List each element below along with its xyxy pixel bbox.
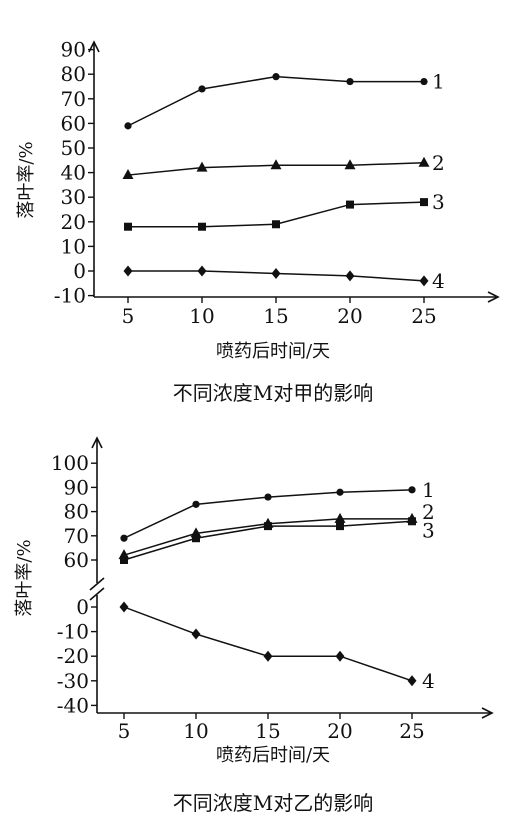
- data-point-series-3: [120, 556, 128, 564]
- x-axis-arrow: [487, 291, 500, 303]
- y-tick-label: 50: [61, 136, 86, 160]
- y-axis-title: 落叶率/%: [14, 539, 35, 616]
- data-point-series-2: [270, 159, 282, 170]
- data-point-series-2: [122, 169, 134, 180]
- y-axis-title: 落叶率/%: [16, 141, 37, 218]
- data-point-series-4: [407, 675, 417, 687]
- y-tick-label: -30: [57, 669, 89, 693]
- y-tick-label: 90: [64, 475, 89, 499]
- chart-caption: 不同浓度M对甲的影响: [173, 381, 373, 405]
- x-tick-label: 20: [337, 304, 362, 328]
- data-point-series-1: [192, 500, 200, 508]
- series-label-4: 4: [432, 269, 445, 293]
- series-line-1: [127, 75, 424, 127]
- y-tick-label: 60: [61, 111, 86, 135]
- y-tick-label: 20: [61, 210, 86, 234]
- data-point-series-3: [264, 522, 272, 531]
- y-tick-label: 90: [61, 38, 86, 62]
- data-point-series-2: [334, 512, 346, 523]
- y-axis-arrow: [88, 40, 100, 53]
- data-point-series-2: [344, 159, 356, 170]
- axis-break-mark: [89, 577, 105, 591]
- series-label-1: 1: [422, 478, 435, 502]
- y-tick-label: 100: [51, 451, 89, 475]
- y-tick-label: -20: [57, 644, 89, 668]
- data-point-series-4: [271, 267, 281, 279]
- data-point-series-3: [198, 222, 206, 231]
- axis-break-mark: [89, 587, 105, 601]
- x-tick-label: 10: [183, 719, 208, 743]
- data-point-series-4: [419, 275, 429, 287]
- x-tick-label: 5: [122, 304, 135, 328]
- series-label-3: 3: [422, 518, 435, 542]
- x-tick-label: 25: [399, 719, 424, 743]
- y-tick-label: 60: [64, 548, 89, 572]
- y-tick-label: 0: [73, 259, 86, 283]
- x-tick-label: 20: [327, 719, 352, 743]
- x-axis-arrow: [481, 707, 494, 719]
- data-point-series-3: [408, 517, 416, 526]
- y-tick-label: 80: [61, 62, 86, 86]
- data-point-series-4: [119, 601, 129, 613]
- data-point-series-4: [191, 628, 201, 640]
- data-point-series-3: [272, 220, 280, 229]
- y-tick-label: 0: [76, 595, 89, 619]
- chart-caption: 不同浓度M对乙的影响: [173, 791, 373, 815]
- y-tick-label: -40: [57, 693, 89, 717]
- data-point-series-1: [120, 534, 128, 542]
- data-point-series-1: [420, 77, 428, 86]
- series-label-2: 2: [432, 151, 445, 175]
- x-tick-label: 5: [118, 719, 131, 743]
- y-tick-label: 30: [61, 185, 86, 209]
- data-point-series-4: [197, 265, 207, 277]
- data-point-series-1: [198, 85, 206, 93]
- data-point-series-3: [192, 534, 200, 543]
- data-point-series-2: [418, 156, 430, 167]
- data-point-series-3: [346, 200, 354, 209]
- data-point-series-3: [336, 522, 344, 531]
- data-point-series-1: [346, 77, 354, 86]
- data-point-series-4: [263, 650, 273, 662]
- series-label-4: 4: [422, 669, 435, 693]
- data-point-series-3: [124, 222, 132, 231]
- series-label-1: 1: [432, 70, 445, 94]
- data-point-series-1: [264, 493, 272, 501]
- data-point-series-1: [336, 488, 344, 496]
- data-point-series-1: [272, 73, 280, 81]
- y-tick-label: -10: [54, 284, 86, 308]
- series-label-3: 3: [432, 190, 445, 214]
- y-axis-arrow: [91, 436, 103, 449]
- data-point-series-4: [345, 270, 355, 282]
- x-tick-label: 15: [255, 719, 280, 743]
- data-point-series-3: [420, 198, 428, 207]
- y-tick-label: 40: [61, 161, 86, 185]
- y-tick-label: 70: [61, 87, 86, 111]
- y-tick-label: 70: [64, 524, 89, 548]
- x-tick-label: 25: [411, 304, 436, 328]
- data-point-series-1: [408, 486, 416, 494]
- data-point-series-4: [335, 650, 345, 662]
- x-tick-label: 15: [263, 304, 288, 328]
- x-axis-title: 喷药后时间/天: [216, 341, 330, 362]
- data-point-series-2: [196, 161, 208, 172]
- data-point-series-1: [124, 122, 132, 130]
- y-tick-label: 10: [61, 234, 86, 258]
- x-tick-label: 10: [189, 304, 214, 328]
- series-label-2: 2: [422, 500, 435, 524]
- x-axis-title: 喷药后时间/天: [216, 745, 330, 766]
- series-line-4: [123, 606, 413, 682]
- data-point-series-4: [123, 265, 133, 277]
- y-tick-label: -10: [57, 620, 89, 644]
- y-tick-label: 80: [64, 500, 89, 524]
- chart-jia: 落叶率/% 喷药后时间/天 不同浓度M对甲的影响 908070605040302…: [16, 38, 500, 405]
